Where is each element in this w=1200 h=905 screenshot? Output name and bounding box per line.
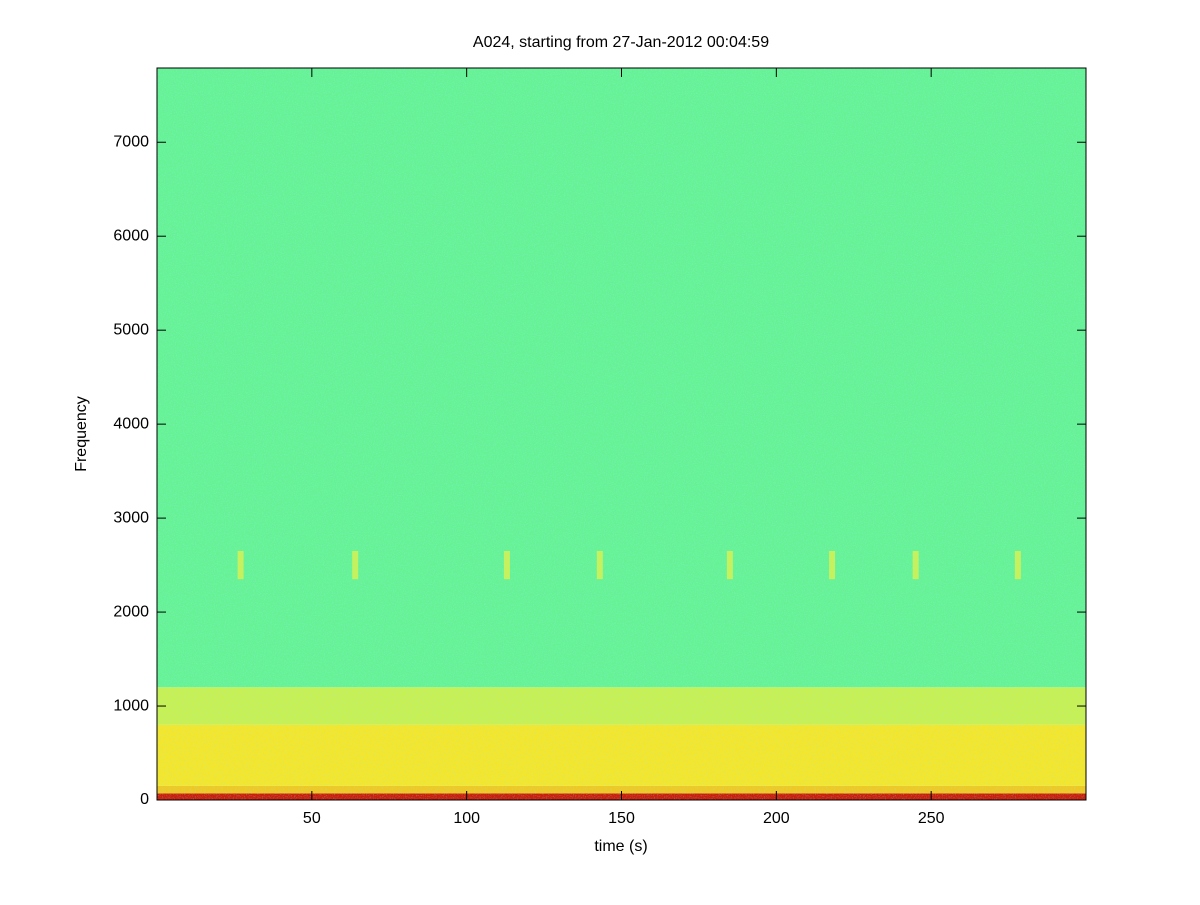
y-tick-label: 0	[140, 791, 149, 808]
chart-title: A024, starting from 27-Jan-2012 00:04:59	[473, 34, 769, 51]
x-tick-label: 100	[453, 810, 480, 827]
axes: 50 100 150 200 250 0 1000 2000 3000 4000 5000 6000 7…	[113, 67, 1087, 827]
x-axis-label: time (s)	[594, 838, 647, 855]
y-axis-label: Frequency	[73, 396, 90, 472]
x-tick-label: 250	[918, 810, 945, 827]
x-tick-label: 150	[608, 810, 635, 827]
x-tick-label: 200	[763, 810, 790, 827]
x-tick-label: 50	[303, 810, 321, 827]
noise-texture	[157, 68, 1086, 800]
y-tick-label: 2000	[113, 603, 149, 620]
y-tick-label: 6000	[113, 227, 149, 244]
y-tick-label: 3000	[113, 509, 149, 526]
y-tick-label: 7000	[113, 133, 149, 150]
y-tick-label: 4000	[113, 415, 149, 432]
y-tick-label: 5000	[113, 321, 149, 338]
y-tick-label: 1000	[113, 697, 149, 714]
plot-area	[157, 68, 1086, 800]
